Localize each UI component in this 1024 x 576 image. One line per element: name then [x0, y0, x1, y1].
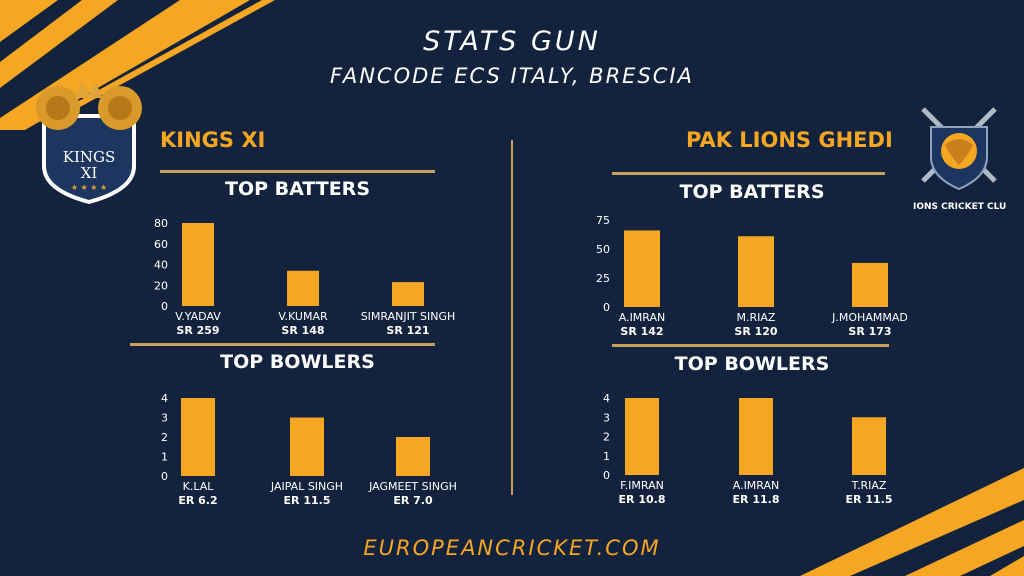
y-tick-label: 40 [154, 259, 168, 272]
center-divider [511, 140, 513, 495]
team-name-kings-xi: KINGS XI [160, 128, 266, 152]
y-tick-label: 4 [603, 392, 610, 405]
stat-sublabel: SR 120 [734, 325, 778, 338]
svg-text:XI: XI [81, 164, 98, 182]
stat-sublabel: SR 173 [848, 325, 891, 338]
y-tick-label: 2 [161, 431, 168, 444]
bar [287, 270, 319, 306]
rule-kings-top [160, 170, 435, 173]
rule-kings-middle [130, 343, 435, 346]
y-tick-label: 75 [596, 214, 610, 227]
pak-lions-logo-text: IONS CRICKET CLU [913, 202, 1007, 212]
bar [852, 262, 888, 307]
x-tick-label: V.KUMAR [278, 310, 328, 323]
section-title-lions-bowlers: TOP BOWLERS [674, 353, 830, 375]
svg-text:★ ★ ★ ★: ★ ★ ★ ★ [71, 183, 107, 192]
y-tick-label: 2 [603, 431, 610, 444]
page-subtitle: FANCODE ECS ITALY, BRESCIA [330, 64, 694, 88]
bar [852, 417, 886, 475]
section-title-kings-bowlers: TOP BOWLERS [220, 351, 375, 373]
y-tick-label: 3 [161, 412, 168, 425]
x-tick-label: JAIPAL SINGH [270, 480, 343, 493]
x-tick-label: M.RIAZ [737, 311, 776, 324]
x-tick-label: K.LAL [183, 480, 215, 493]
bar [290, 417, 324, 476]
bar [182, 223, 214, 306]
bar [396, 437, 430, 476]
stat-sublabel: SR 148 [281, 324, 324, 337]
y-tick-label: 3 [603, 411, 610, 424]
stat-sublabel: SR 142 [620, 325, 663, 338]
x-tick-label: A.IMRAN [619, 311, 666, 324]
stat-sublabel: ER 10.8 [619, 493, 666, 506]
y-tick-label: 0 [603, 469, 610, 482]
footer-site: EUROPEANCRICKET.COM [363, 536, 661, 560]
stat-sublabel: ER 11.8 [733, 493, 780, 506]
kings-xi-logo: KINGS XI ★ ★ ★ ★ [36, 82, 142, 205]
stat-sublabel: ER 11.5 [284, 494, 331, 507]
y-tick-label: 4 [161, 392, 168, 405]
section-title-kings-batters: TOP BATTERS [224, 178, 370, 200]
y-tick-label: 0 [161, 300, 168, 313]
svg-text:KINGS: KINGS [63, 148, 116, 166]
bar [181, 398, 215, 476]
stat-sublabel: SR 259 [176, 324, 219, 337]
y-tick-label: 60 [154, 238, 168, 251]
section-title-lions-batters: TOP BATTERS [679, 181, 825, 203]
team-name-pak-lions-ghedi: PAK LIONS GHEDI [686, 128, 893, 152]
x-tick-label: J.MOHAMMAD [831, 311, 908, 324]
bar [625, 398, 659, 475]
x-tick-label: T.RIAZ [851, 479, 887, 492]
y-tick-label: 1 [603, 450, 610, 463]
x-tick-label: V.YADAV [175, 310, 221, 323]
rule-lions-middle [612, 344, 889, 347]
y-tick-label: 20 [154, 279, 168, 292]
y-tick-label: 1 [161, 451, 168, 464]
y-tick-label: 50 [596, 243, 610, 256]
y-tick-label: 80 [154, 217, 168, 230]
x-tick-label: SIMRANJIT SINGH [361, 310, 456, 323]
bar [392, 282, 424, 306]
stat-sublabel: ER 6.2 [178, 494, 217, 507]
y-tick-label: 0 [603, 301, 610, 314]
y-tick-label: 25 [596, 272, 610, 285]
pak-lions-logo [921, 107, 997, 191]
rule-lions-top [612, 172, 885, 175]
stat-sublabel: ER 7.0 [393, 494, 433, 507]
bar [624, 230, 660, 307]
stat-sublabel: ER 11.5 [846, 493, 893, 506]
x-tick-label: F.IMRAN [620, 479, 664, 492]
x-tick-label: JAGMEET SINGH [368, 480, 457, 493]
stat-sublabel: SR 121 [386, 324, 429, 337]
bar [739, 398, 773, 475]
page-title: STATS GUN [423, 26, 601, 57]
bar [738, 236, 774, 307]
x-tick-label: A.IMRAN [733, 479, 780, 492]
y-tick-label: 0 [161, 470, 168, 483]
